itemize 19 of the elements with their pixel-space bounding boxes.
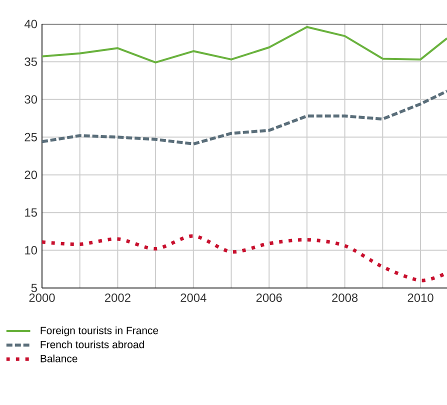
y-tick-label: 10 bbox=[25, 246, 38, 255]
x-tick-label: 2004 bbox=[180, 294, 206, 302]
x-tick-label: 2006 bbox=[256, 294, 282, 302]
x-tick-label: 2002 bbox=[105, 294, 130, 302]
y-tick-label: 40 bbox=[24, 20, 38, 28]
line-series bbox=[42, 234, 447, 282]
legend-label: French tourists abroad bbox=[40, 340, 144, 348]
x-tick-label: 2000 bbox=[29, 294, 55, 302]
y-tick-label: 35 bbox=[24, 57, 37, 66]
y-tick-label: 20 bbox=[24, 170, 38, 180]
y-tick-label: 25 bbox=[24, 132, 37, 142]
y-tick-label: 5 bbox=[31, 284, 37, 292]
legend-label: Foreign tourists in France bbox=[40, 326, 158, 336]
line-series bbox=[42, 90, 447, 146]
legend-label: Balance bbox=[40, 354, 78, 362]
y-tick-label: 15 bbox=[25, 208, 37, 217]
x-tick-label: 2010 bbox=[408, 294, 434, 302]
y-tick-label: 30 bbox=[24, 95, 38, 104]
x-tick-label: 2008 bbox=[332, 294, 358, 302]
